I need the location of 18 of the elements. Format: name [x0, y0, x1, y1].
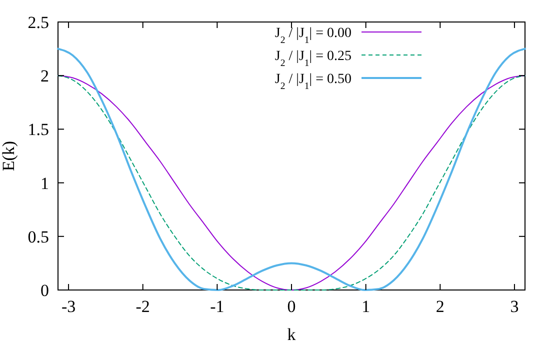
y-tick-label: 1: [40, 174, 49, 193]
x-tick-label: 2: [436, 297, 444, 316]
legend-label: J$_{2}$ / |J$_{1}$| = 0.25: [274, 48, 352, 68]
x-tick-label: -2: [136, 297, 150, 316]
legend-label: J$_{2}$ / |J$_{1}$| = 0.00: [274, 26, 352, 46]
x-tick-label: 1: [362, 297, 370, 316]
y-axis-title: E(k): [0, 140, 18, 172]
x-tick-label: -3: [61, 297, 76, 316]
x-tick-label: 0: [287, 297, 296, 316]
y-tick-label: 0.5: [28, 227, 49, 246]
y-tick-label: 0: [40, 280, 49, 300]
legend-label: J$_{2}$ / |J$_{1}$| = 0.50: [274, 72, 352, 92]
y-tick-label: 2: [40, 66, 49, 86]
x-tick-label: 3: [510, 297, 519, 316]
x-tick-label: -1: [210, 297, 224, 316]
y-tick-label: 2.5: [28, 12, 49, 32]
x-axis-title: k: [287, 325, 296, 344]
y-tick-label: 1.5: [28, 120, 49, 140]
